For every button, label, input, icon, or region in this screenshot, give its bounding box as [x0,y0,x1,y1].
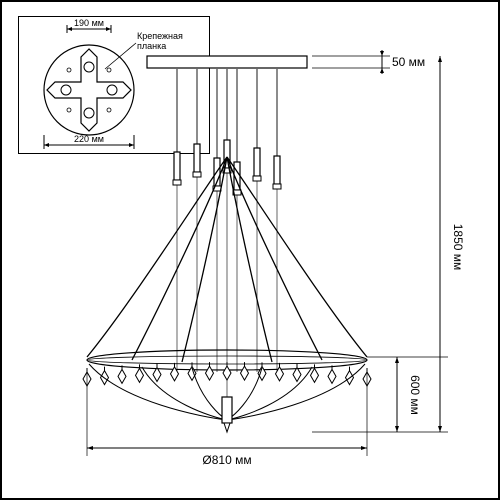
main-svg: 50 мм [2,2,498,498]
diagram-frame: 190 мм Крепежная планка [0,0,500,500]
diameter-label: Ø810 мм [202,453,251,467]
total-height-label: 1850 мм [451,224,465,271]
body-height-label: 600 мм [408,375,422,415]
ceiling-height-label: 50 мм [392,55,425,69]
